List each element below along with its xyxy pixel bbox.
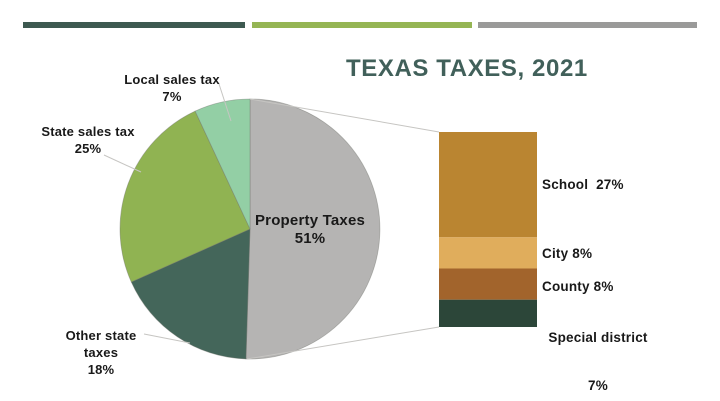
accent-bar-gray xyxy=(478,22,697,28)
pie-label-pct: 25% xyxy=(74,141,102,156)
pie-slice-other-state-taxes xyxy=(130,228,251,360)
leader-line-state-sales-tax xyxy=(103,154,142,173)
bar-label-special-district: Special district 7% xyxy=(541,298,655,401)
accent-bar-green xyxy=(252,22,472,28)
bar-label-pct: 7% xyxy=(588,378,608,393)
pie-label-pct: 18% xyxy=(87,362,115,377)
pie-slice-property-taxes xyxy=(245,98,381,360)
bar-label-school: School 27% xyxy=(542,177,624,192)
bar-segment-city xyxy=(439,237,537,269)
bar-segment-school xyxy=(439,132,537,238)
pie-slices-group xyxy=(119,98,381,360)
pie-label-line: State sales tax xyxy=(41,124,135,139)
callout-connector-top xyxy=(249,98,440,133)
pie-label-pct: 7% xyxy=(162,89,182,104)
pie-slice-local-sales-tax xyxy=(194,98,251,230)
page-title: TEXAS TAXES, 2021 xyxy=(346,55,588,82)
pie-label-line: Local sales tax xyxy=(124,72,220,87)
bar-label-county: County 8% xyxy=(542,279,614,294)
bar-label-city: City 8% xyxy=(542,246,593,261)
pie-label-other-state-taxes: Other state taxes 18% xyxy=(31,327,171,378)
pie-label-line: Property Taxes xyxy=(254,212,366,229)
pie-label-state-sales-tax: State sales tax 25% xyxy=(15,123,161,157)
bar-segment-special-district xyxy=(439,299,537,327)
pie-label-pct: 51% xyxy=(294,230,326,247)
accent-bar-dark-teal xyxy=(23,22,245,28)
pie-label-local-sales-tax: Local sales tax 7% xyxy=(99,71,245,105)
pie-label-property-taxes: Property Taxes 51% xyxy=(235,212,385,248)
pie-slice-state-sales-tax xyxy=(119,110,251,283)
leader-line-local-sales-tax xyxy=(218,83,232,122)
leader-line-other-state-taxes xyxy=(143,333,191,344)
connector-lines-group xyxy=(103,83,440,360)
bar-label-line: Special district xyxy=(548,330,648,345)
bar-segment-county xyxy=(439,268,537,300)
callout-connector-bottom xyxy=(246,326,440,360)
stacked-bar-group xyxy=(439,132,537,327)
pie-label-line: taxes xyxy=(83,345,119,360)
pie-label-line: Other state xyxy=(65,328,137,343)
